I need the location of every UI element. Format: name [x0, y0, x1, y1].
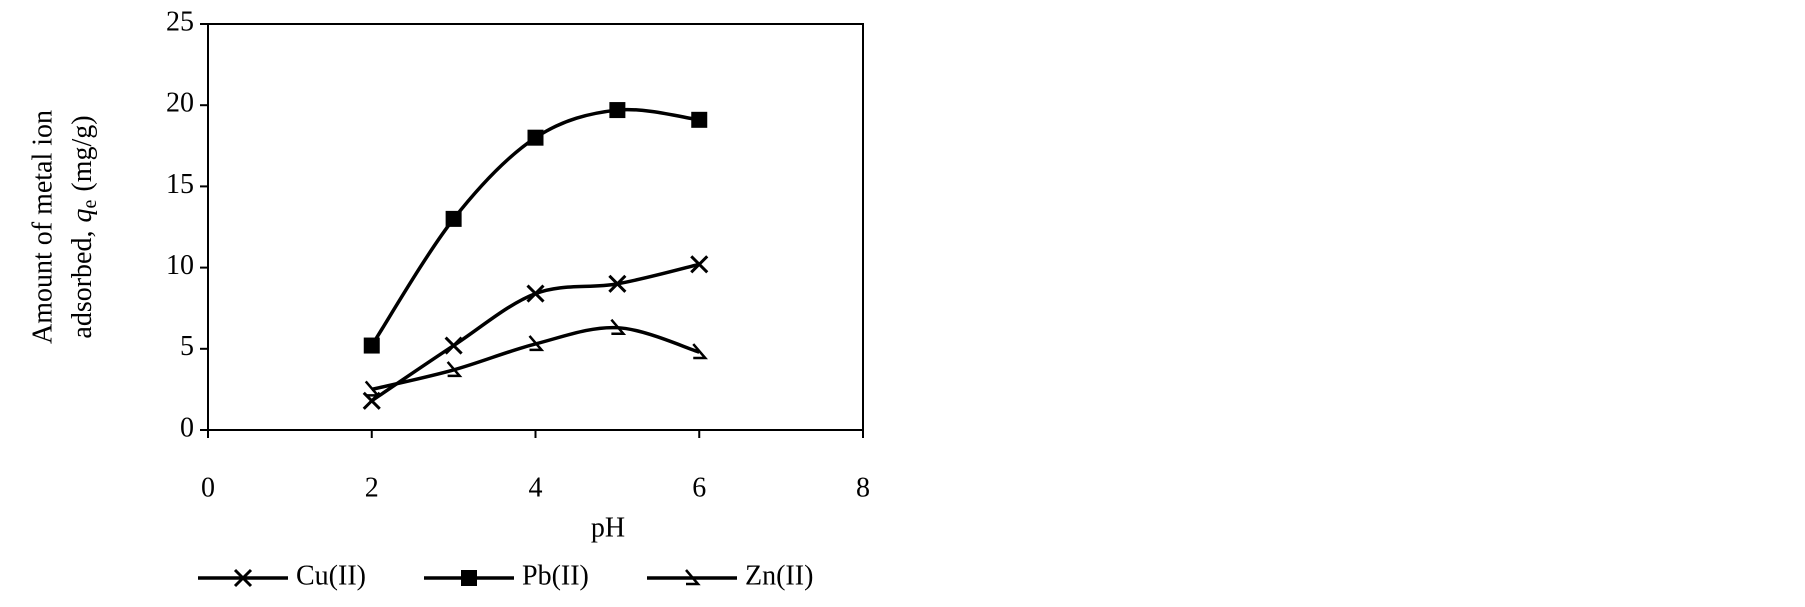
y-label-subscript: e	[79, 200, 101, 209]
x-tick-label: 4	[529, 472, 543, 503]
marker	[528, 335, 545, 352]
y-axis-label: Amount of metal ion adsorbed, qe (mg/g)	[27, 110, 100, 344]
y-tick-label: 0	[180, 412, 194, 443]
series-line	[371, 325, 700, 392]
marker	[446, 361, 463, 378]
marker	[609, 102, 626, 119]
marker	[445, 210, 462, 227]
series-line	[370, 262, 700, 403]
y-label-prefix: adsorbed,	[67, 231, 98, 339]
marker	[526, 284, 545, 303]
legend-label: Zn(II)	[745, 560, 813, 591]
y-label-line2: adsorbed, qe (mg/g)	[67, 115, 100, 338]
marker	[690, 255, 709, 274]
y-label-unit: (mg/g)	[67, 115, 98, 191]
y-label-line1: Amount of metal ion	[27, 110, 58, 344]
x-tick-label: 0	[201, 472, 215, 503]
y-tick-label: 15	[166, 169, 194, 200]
y-tick-label: 10	[166, 250, 194, 281]
legend-label: Cu(II)	[296, 560, 366, 591]
marker	[685, 569, 701, 586]
y-tick-label: 20	[166, 88, 194, 119]
y-tick-label: 25	[166, 6, 194, 37]
x-tick-label: 8	[856, 472, 870, 503]
x-axis-label: pH	[591, 512, 625, 543]
marker	[527, 129, 544, 146]
x-tick-label: 2	[365, 472, 379, 503]
y-tick-label: 5	[180, 331, 194, 362]
marker	[363, 337, 380, 354]
marker	[692, 343, 708, 360]
marker	[364, 380, 381, 397]
marker	[608, 274, 627, 293]
legend-label: Pb(II)	[522, 560, 589, 591]
marker	[461, 570, 477, 586]
marker	[444, 336, 463, 355]
marker	[691, 111, 708, 128]
plot-frame	[207, 23, 864, 431]
y-label-symbol: q	[67, 209, 98, 223]
marker	[610, 318, 627, 335]
marker	[233, 568, 253, 588]
x-tick-label: 6	[692, 472, 706, 503]
